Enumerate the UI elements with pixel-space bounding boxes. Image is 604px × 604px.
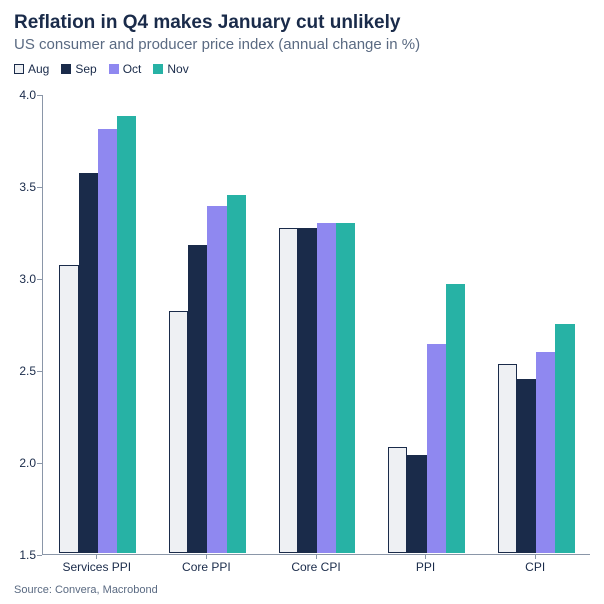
bar [98,129,117,553]
bar [427,344,446,553]
bar [536,352,555,553]
bar [407,455,426,553]
ytick-label: 3.0 [19,272,36,286]
legend-item: Aug [14,62,49,76]
bar [555,324,574,553]
legend-swatch [153,64,163,74]
ytick-mark [37,187,42,188]
chart-subtitle: US consumer and producer price index (an… [14,36,420,53]
bar [317,223,336,553]
source-text: Source: Convera, Macrobond [14,584,158,596]
bar [59,265,78,553]
legend-label: Aug [28,62,49,76]
legend-item: Sep [61,62,96,76]
xtick-label: Core CPI [291,560,340,574]
chart-container: Reflation in Q4 makes January cut unlike… [0,0,604,604]
legend-label: Oct [123,62,142,76]
ytick-label: 2.0 [19,456,36,470]
bar [498,364,517,553]
xtick-label: CPI [525,560,545,574]
xtick-mark [425,554,426,559]
bar [336,223,355,553]
legend-label: Nov [167,62,188,76]
legend: Aug Sep Oct Nov [14,62,189,76]
bar [279,228,298,553]
bar [298,228,317,553]
ytick-label: 4.0 [19,88,36,102]
ytick-mark [37,555,42,556]
xtick-label: Core PPI [182,560,231,574]
xtick-mark [96,554,97,559]
ytick-mark [37,279,42,280]
ytick-label: 2.5 [19,364,36,378]
legend-swatch [61,64,71,74]
ytick-label: 1.5 [19,548,36,562]
chart-title: Reflation in Q4 makes January cut unlike… [14,12,400,34]
bar [388,447,407,553]
bar [227,195,246,553]
plot: Services PPICore PPICore CPIPPICPI [42,95,590,555]
legend-swatch [14,64,24,74]
xtick-label: Services PPI [62,560,131,574]
bar [117,116,136,553]
bar [446,284,465,553]
bar [207,206,226,553]
legend-item: Oct [109,62,142,76]
plot-area [42,95,590,555]
xtick-label: PPI [416,560,435,574]
bar [169,311,188,553]
xtick-mark [535,554,536,559]
xtick-mark [316,554,317,559]
ytick-label: 3.5 [19,180,36,194]
legend-swatch [109,64,119,74]
bar [188,245,207,553]
legend-label: Sep [75,62,96,76]
ytick-mark [37,463,42,464]
bar [517,379,536,553]
bar [79,173,98,553]
ytick-mark [37,371,42,372]
legend-item: Nov [153,62,188,76]
xtick-mark [206,554,207,559]
ytick-mark [37,95,42,96]
